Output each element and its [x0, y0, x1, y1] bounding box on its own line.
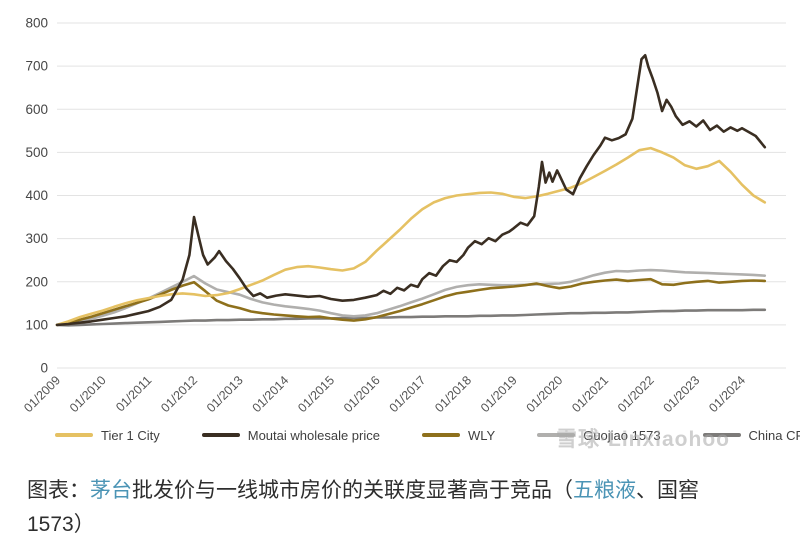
- x-tick-label: 01/2017: [387, 373, 429, 415]
- series-line-guojiao-1573: [55, 268, 767, 327]
- series-lines: [55, 53, 767, 327]
- y-tick-label: 800: [25, 16, 48, 31]
- legend-item-wly: WLY: [421, 427, 496, 443]
- chart-area: 800 700 600 500 400 300 200 100 0 01/2009 01/2010 0…: [21, 16, 786, 415]
- moutai-stock-link[interactable]: 茅台: [90, 479, 132, 502]
- x-tick-label: 01/2015: [295, 373, 337, 415]
- chart-legend: Tier 1 City Moutai wholesale price WLY Guoj…: [0, 422, 800, 448]
- x-tick-label: 01/2023: [661, 373, 703, 415]
- legend-label: WLY: [467, 427, 496, 443]
- legend-line-swatch: [421, 433, 460, 437]
- x-tick-label: 01/2009: [21, 373, 63, 415]
- legend-label: China CPI: [748, 427, 800, 443]
- legend-line-swatch: [201, 433, 240, 437]
- x-tick-label: 01/2014: [250, 373, 292, 415]
- x-tick-label: 01/2018: [432, 373, 474, 415]
- x-tick-label: 01/2013: [204, 373, 246, 415]
- y-tick-label: 100: [25, 317, 48, 332]
- legend-line-swatch: [537, 433, 576, 437]
- x-tick-label: 01/2010: [67, 373, 109, 415]
- x-tick-label: 01/2021: [569, 373, 611, 415]
- x-tick-label: 01/2016: [341, 373, 383, 415]
- series-line-tier-1-city: [55, 146, 767, 327]
- legend-label: Guojiao 1573: [583, 427, 661, 443]
- y-tick-label: 300: [25, 231, 48, 246]
- y-tick-label: 700: [25, 59, 48, 74]
- caption-prefix: 图表：: [27, 479, 90, 502]
- legend-item-tier-1-city: Tier 1 City: [55, 428, 160, 443]
- chart-caption: 图表：茅台批发价与一线城市房价的关联度显著高于竞品（五粮液、国窖1573）: [0, 474, 760, 541]
- y-tick-label: 600: [25, 102, 48, 117]
- legend-label: Moutai wholesale price: [247, 427, 380, 443]
- legend-item-guojiao-1573: Guojiao 1573: [537, 427, 661, 443]
- x-tick-label: 01/2020: [524, 373, 566, 415]
- x-tick-label: 01/2012: [158, 373, 200, 415]
- y-axis-labels: 800 700 600 500 400 300 200 100 0: [25, 16, 48, 376]
- legend-line-swatch: [55, 433, 93, 437]
- caption-suffix: 、国窖1573）: [27, 479, 699, 536]
- y-tick-label: 200: [25, 274, 48, 289]
- y-tick-label: 0: [40, 361, 48, 376]
- x-axis-labels: 01/2009 01/2010 01/2011 01/2012 01/2013 01/20…: [21, 373, 748, 415]
- x-tick-label: 01/2019: [478, 373, 520, 415]
- caption-middle: 批发价与一线城市房价的关联度显著高于竞品（: [132, 479, 573, 502]
- legend-item-moutai-wholesale-price: Moutai wholesale price: [201, 427, 380, 443]
- legend-item-china-cpi: China CPI: [702, 427, 800, 443]
- series-line-china-cpi: [55, 308, 767, 327]
- legend-line-swatch: [702, 433, 741, 437]
- y-tick-label: 500: [25, 145, 48, 160]
- x-tick-label: 01/2011: [113, 373, 154, 414]
- y-gridlines: [57, 22, 786, 369]
- wuliangye-stock-link[interactable]: 五粮液: [573, 479, 636, 502]
- series-line-moutai-wholesale-price: [55, 53, 767, 327]
- legend-label: Tier 1 City: [101, 427, 160, 443]
- y-tick-label: 400: [25, 188, 48, 203]
- x-tick-label: 01/2022: [615, 373, 657, 415]
- x-tick-label: 01/2024: [706, 373, 748, 415]
- series-line-wly: [55, 277, 767, 327]
